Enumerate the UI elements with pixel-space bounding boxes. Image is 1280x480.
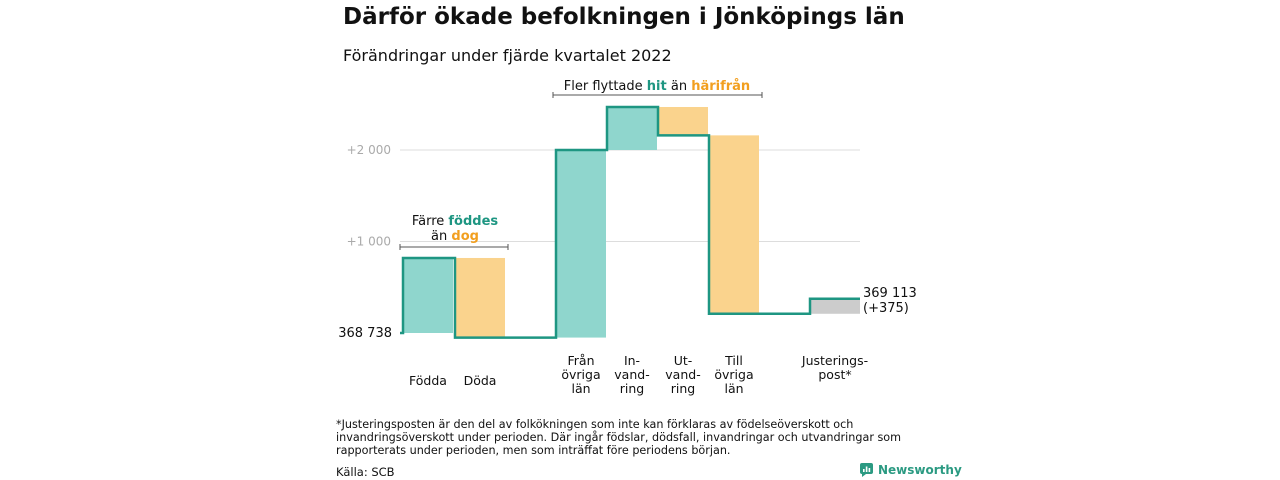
- category-label-line: In-: [624, 353, 640, 368]
- category-label: In-vand-ring: [614, 353, 649, 396]
- category-label-line: län: [724, 381, 743, 396]
- end-change-label: (+375): [863, 301, 909, 316]
- annotation-segment: härifrån: [691, 79, 750, 94]
- category-label-line: vand-: [614, 367, 649, 382]
- category-label-line: Ut-: [674, 353, 693, 368]
- end-value-label: 369 113: [863, 286, 917, 301]
- annotation-segment: dog: [451, 229, 479, 244]
- category-label: Justerings-post*: [801, 353, 868, 382]
- category-label-line: Från: [567, 353, 594, 368]
- brand-name: Newsworthy: [878, 463, 962, 477]
- start-value-label: 368 738: [338, 326, 392, 341]
- y-tick-label: +1 000: [347, 235, 391, 249]
- category-label-line: Justerings-: [801, 353, 868, 368]
- footnote: *Justeringsposten är den del av folkökni…: [336, 418, 902, 457]
- category-label-line: övriga: [714, 367, 753, 382]
- waterfall-bar: [810, 298, 860, 314]
- annotation-text: Fler flyttade hit än härifrån: [564, 79, 750, 94]
- page-subtitle: Förändringar under fjärde kvartalet 2022: [343, 46, 672, 65]
- annotation-segment: hit: [647, 79, 667, 94]
- category-label-line: övriga: [561, 367, 600, 382]
- annotation-segment: än: [667, 79, 691, 94]
- category-label: Till övriga län: [714, 353, 753, 396]
- annotation-segment: än: [431, 229, 451, 244]
- y-tick-label: +2 000: [347, 143, 391, 157]
- page-title: Därför ökade befolkningen i Jönköpings l…: [343, 4, 905, 30]
- category-label-line: vand-: [665, 367, 700, 382]
- annotation-segment: Fler flyttade: [564, 79, 647, 94]
- category-label: Ut-vand-ring: [665, 353, 700, 396]
- category-label: Döda: [464, 373, 497, 388]
- category-label-line: ring: [620, 381, 644, 396]
- step-line: [400, 105, 860, 339]
- annotation-segment: föddes: [448, 214, 498, 229]
- category-label-line: Födda: [409, 373, 447, 388]
- waterfall-bar: [403, 257, 453, 333]
- brand-logo: Newsworthy: [860, 463, 962, 477]
- newsworthy-logo-icon: [860, 463, 873, 477]
- category-label-line: post*: [818, 367, 851, 382]
- waterfall-bar: [658, 106, 708, 136]
- source-text: Källa: SCB: [336, 465, 395, 479]
- waterfall-bar: [607, 106, 657, 150]
- waterfall-bar: [455, 257, 505, 338]
- category-label: Födda: [409, 373, 447, 388]
- category-label: Från övriga län: [561, 353, 600, 396]
- waterfall-bar: [709, 135, 759, 314]
- annotation-text: Färre föddes: [412, 214, 499, 229]
- category-label-line: Till: [724, 353, 743, 368]
- waterfall-bar: [556, 150, 606, 338]
- annotation-text: än dog: [431, 229, 479, 244]
- category-label-line: län: [571, 381, 590, 396]
- annotation-segment: Färre: [412, 214, 449, 229]
- category-label-line: ring: [671, 381, 695, 396]
- category-label-line: Döda: [464, 373, 497, 388]
